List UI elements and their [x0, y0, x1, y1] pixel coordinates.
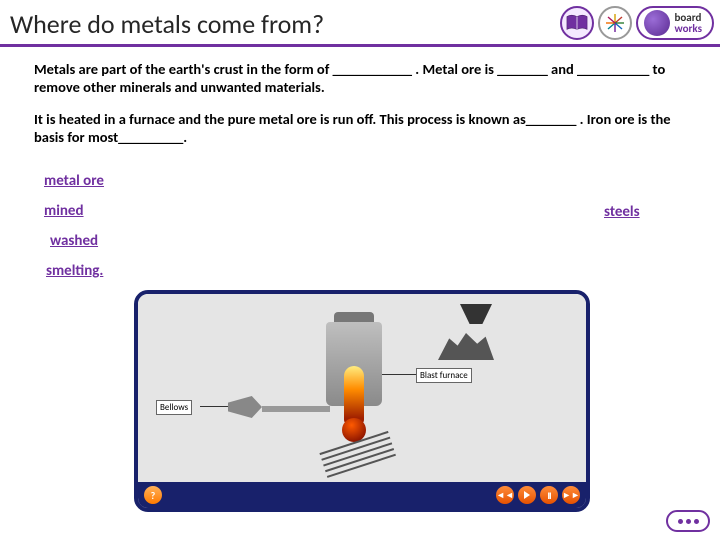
rewind-button[interactable]: ◄◄ — [496, 486, 514, 504]
p2-blank-1: _______ — [526, 110, 577, 128]
play-button[interactable] — [518, 486, 536, 504]
more-button[interactable] — [666, 510, 710, 532]
p1-text-b: . Metal ore is — [412, 60, 497, 78]
forward-icon: ►► — [562, 490, 580, 501]
page-title: Where do metals come from? — [10, 8, 324, 40]
p1-text-c: and — [548, 60, 577, 78]
answer-steels[interactable]: steels — [604, 203, 640, 221]
header-icons: board works — [560, 6, 714, 40]
help-button[interactable]: ? — [144, 486, 162, 504]
bellows-icon — [228, 396, 262, 418]
p1-blank-2: _______ — [497, 60, 548, 78]
p2-text-a: It is heated in a furnace and the pure m… — [34, 110, 526, 128]
answer-mined[interactable]: mined — [44, 202, 84, 220]
pause-button[interactable]: II — [540, 486, 558, 504]
answer-metal-ore[interactable]: metal ore — [44, 172, 104, 190]
paragraph-1: Metals are part of the earth's crust in … — [34, 60, 684, 96]
spark-icon[interactable] — [598, 6, 632, 40]
globe-icon — [644, 10, 670, 36]
dot-icon — [686, 519, 691, 524]
bellows-leader — [200, 406, 230, 407]
blast-label: Blast furnace — [416, 368, 472, 383]
logo-text: board works — [674, 12, 702, 34]
pipe-icon — [262, 406, 330, 412]
brand-logo[interactable]: board works — [636, 6, 714, 40]
molten-stream-icon — [344, 366, 364, 424]
blast-leader — [382, 374, 416, 375]
p1-text-a: Metals are part of the earth's crust in … — [34, 60, 333, 78]
p1-blank-3: __________ — [577, 60, 649, 78]
book-icon[interactable] — [560, 6, 594, 40]
p2-text-c: . — [183, 128, 187, 146]
p2-blank-2: _________ — [118, 128, 183, 146]
dot-icon — [694, 519, 699, 524]
bellows-label: Bellows — [156, 400, 192, 415]
animation-player: Bellows Blast furnace ? ◄◄ II ►► — [134, 290, 590, 512]
title-underline — [0, 44, 720, 47]
rewind-icon: ◄◄ — [496, 490, 514, 501]
player-canvas: Bellows Blast furnace — [138, 294, 586, 486]
answer-washed[interactable]: washed — [50, 232, 98, 250]
hopper-icon — [460, 304, 492, 324]
p1-blank-1: ___________ — [333, 60, 412, 78]
forward-button[interactable]: ►► — [562, 486, 580, 504]
player-controls: ? ◄◄ II ►► — [138, 482, 586, 508]
pause-icon: II — [547, 489, 550, 502]
play-icon — [524, 491, 530, 499]
dot-icon — [678, 519, 683, 524]
paragraph-2: It is heated in a furnace and the pure m… — [34, 110, 684, 146]
answer-smelting[interactable]: smelting. — [46, 262, 103, 280]
ore-pile-icon — [438, 324, 494, 360]
